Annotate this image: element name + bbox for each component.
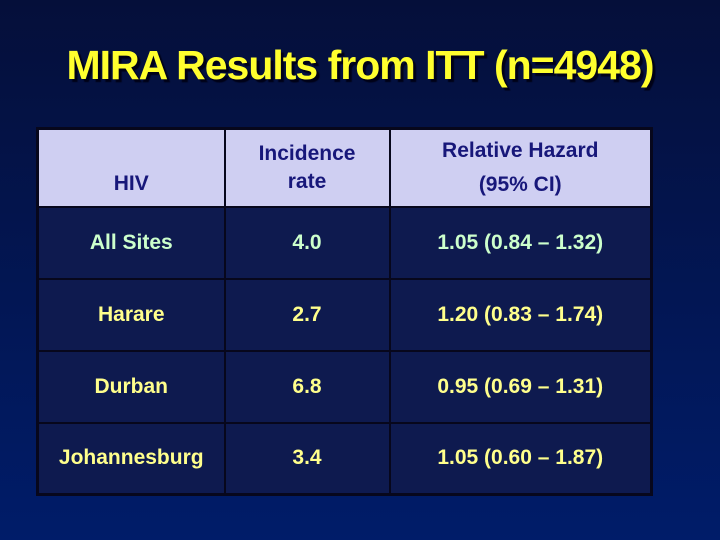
column-header-hiv: HIV [36,127,226,208]
table-row: Johannesburg 3.4 1.05 (0.60 – 1.87) [36,421,653,496]
column-header-label: rate [287,169,327,193]
cell-incidence-rate: 6.8 [223,349,391,424]
column-header-label: (95% CI) [478,173,562,197]
cell-site: Harare [36,277,226,352]
cell-relative-hazard: 1.05 (0.84 – 1.32) [388,205,653,280]
results-table: HIV Incidence rate Relative Hazard (95% … [36,127,653,496]
cell-incidence-rate: 3.4 [223,421,391,496]
slide-title: MIRA Results from ITT (n=4948) [66,42,654,88]
column-header-label: Incidence [258,142,356,166]
cell-relative-hazard: 1.05 (0.60 – 1.87) [388,421,653,496]
table-row: Durban 6.8 0.95 (0.69 – 1.31) [36,349,653,424]
cell-site: Johannesburg [36,421,226,496]
cell-incidence-rate: 4.0 [223,205,391,280]
cell-relative-hazard: 1.20 (0.83 – 1.74) [388,277,653,352]
column-header-label: Relative Hazard [442,138,599,162]
table-row: All Sites 4.0 1.05 (0.84 – 1.32) [36,205,653,280]
column-header-relative-hazard: Relative Hazard (95% CI) [388,127,653,208]
column-header-label: HIV [113,171,149,195]
cell-site: All Sites [36,205,226,280]
table-row: Harare 2.7 1.20 (0.83 – 1.74) [36,277,653,352]
column-header-incidence-rate: Incidence rate [223,127,391,208]
cell-site: Durban [36,349,226,424]
cell-incidence-rate: 2.7 [223,277,391,352]
cell-relative-hazard: 0.95 (0.69 – 1.31) [388,349,653,424]
table-header-row: HIV Incidence rate Relative Hazard (95% … [36,127,653,208]
